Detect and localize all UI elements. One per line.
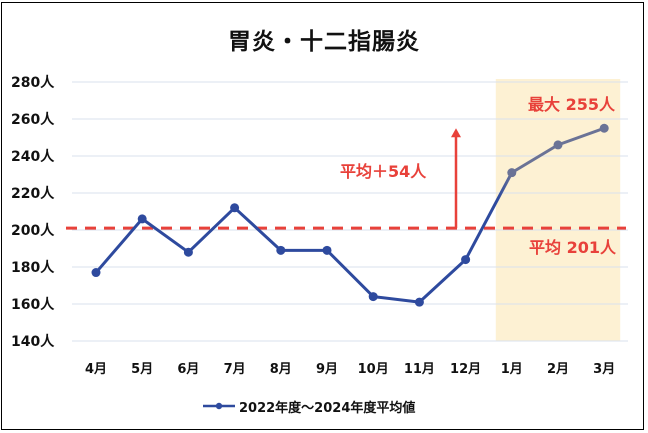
- x-tick-label: 10月: [358, 362, 389, 377]
- data-series: [91, 123, 609, 307]
- x-tick-label: 12月: [450, 362, 481, 377]
- x-axis-labels: 4月 5月 6月 7月 8月 9月 10月 11月 12月 1月 2月 3月: [85, 362, 615, 377]
- data-point: [414, 297, 424, 307]
- x-tick-label: 5月: [131, 362, 153, 377]
- data-point: [183, 247, 193, 257]
- series-line: [94, 206, 467, 304]
- y-tick-label: 140人: [11, 333, 55, 350]
- data-point: [276, 245, 286, 255]
- highlight-region: [495, 79, 621, 341]
- data-point: [507, 168, 517, 178]
- legend: 2022年度～2024年度平均値: [203, 396, 415, 416]
- x-tick-label: 1月: [501, 362, 523, 377]
- data-point: [230, 203, 240, 213]
- data-point: [91, 268, 101, 278]
- x-tick-label: 3月: [593, 362, 615, 377]
- y-tick-label: 180人: [11, 259, 55, 276]
- y-axis-labels: 280人 260人 240人 220人 200人 180人 160人 140人: [11, 74, 55, 350]
- legend-label: 2022年度～2024年度平均値: [239, 400, 416, 416]
- y-tick-label: 260人: [11, 111, 55, 128]
- x-tick-label: 6月: [177, 362, 199, 377]
- data-point: [137, 214, 147, 224]
- gridlines: [72, 81, 628, 342]
- average-annotation: 平均 201人: [529, 238, 617, 257]
- y-tick-label: 160人: [11, 296, 55, 313]
- data-point: [368, 292, 378, 302]
- difference-annotation: 平均＋54人: [340, 162, 427, 181]
- y-tick-label: 220人: [11, 185, 55, 202]
- chart-title: 胃炎・十二指腸炎: [228, 29, 420, 55]
- difference-arrow-icon: [451, 128, 461, 229]
- x-tick-label: 7月: [224, 362, 246, 377]
- legend-line-marker-icon: [203, 402, 235, 410]
- data-point: [553, 140, 563, 150]
- x-tick-label: 2月: [547, 362, 569, 377]
- data-point: [461, 255, 471, 265]
- x-tick-label: 9月: [316, 362, 338, 377]
- x-tick-label: 4月: [85, 362, 107, 377]
- series-line-transition: [464, 171, 514, 261]
- data-point: [599, 123, 609, 133]
- x-tick-label: 8月: [270, 362, 292, 377]
- y-tick-label: 200人: [11, 222, 55, 239]
- y-tick-label: 280人: [11, 74, 55, 91]
- max-annotation: 最大 255人: [528, 95, 616, 114]
- y-tick-label: 240人: [11, 148, 55, 165]
- data-point: [322, 245, 332, 255]
- x-tick-label: 11月: [404, 362, 435, 377]
